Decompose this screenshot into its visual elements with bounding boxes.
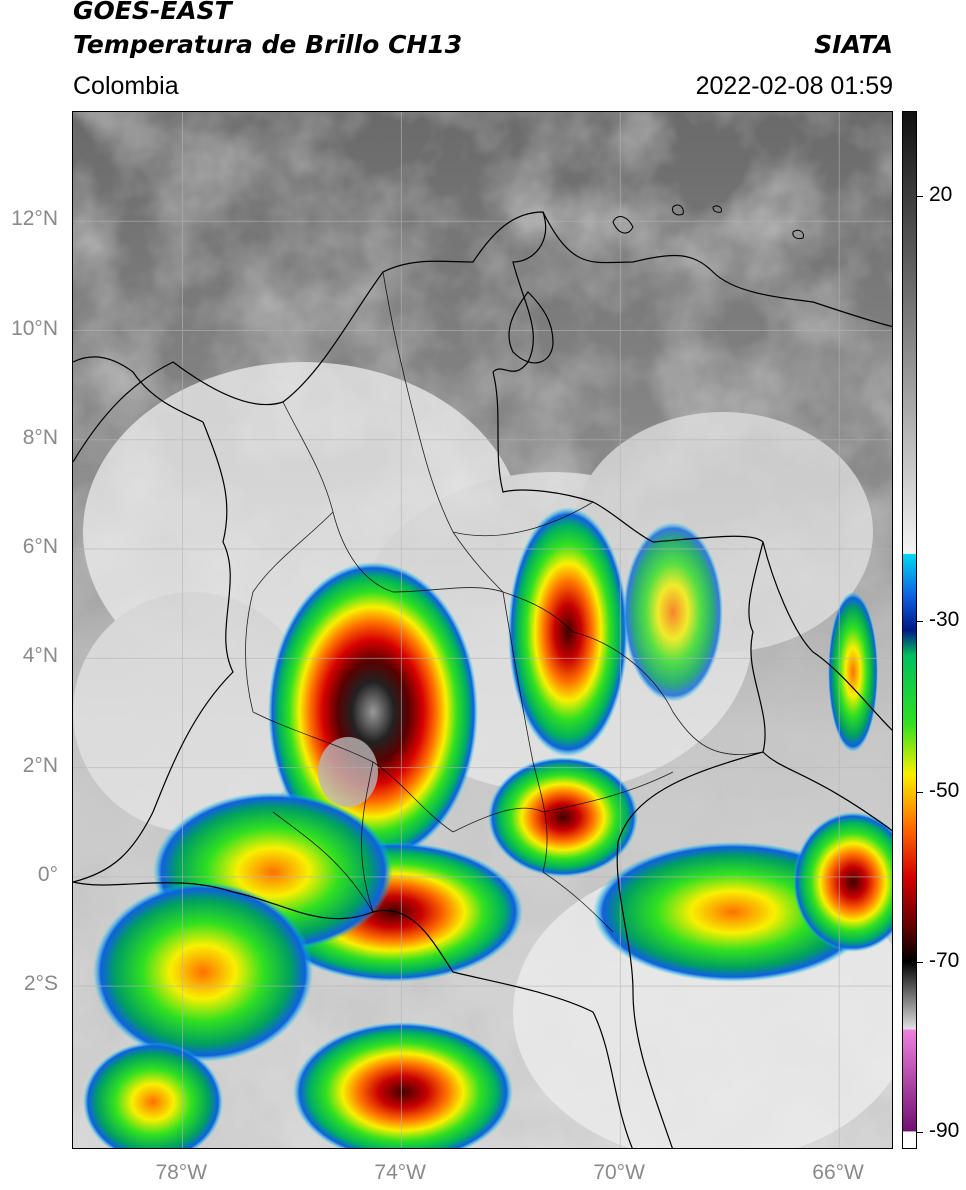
lat-tick-label: 2°S — [23, 972, 58, 996]
colorbar-tick-label: 20 — [929, 183, 953, 207]
peru-brazil-border — [616, 751, 764, 1148]
lon-tick-label: 74°W — [374, 1161, 426, 1184]
colorbar-tick-label: -90 — [929, 1118, 960, 1142]
map-canvas — [73, 112, 892, 1148]
colorbar-tick — [917, 621, 923, 623]
lat-tick-label: 4°N — [22, 644, 58, 668]
colorbar-tick — [917, 1131, 923, 1133]
colombia-border — [492, 371, 892, 832]
venezuela-coast — [542, 211, 892, 328]
colorbar-tick — [917, 196, 923, 198]
lat-tick-label: 12°N — [11, 207, 58, 231]
islands — [612, 204, 804, 240]
product-title: Temperatura de Brillo CH13 — [73, 30, 463, 59]
timestamp-label: 2022-02-08 01:59 — [695, 72, 893, 100]
colorbar — [902, 111, 917, 1149]
caribbean-coast — [73, 211, 547, 463]
lat-tick-label: 6°N — [22, 535, 58, 559]
colorbar-tick — [917, 961, 923, 963]
colorbar-tick — [917, 791, 923, 793]
lat-tick-label: 8°N — [22, 425, 58, 449]
lat-tick-label: 0° — [37, 862, 58, 886]
satellite-map[interactable] — [72, 111, 893, 1149]
maracaibo-lake — [508, 291, 554, 364]
satellite-title: GOES-EAST — [73, 0, 232, 25]
venezuela-brazil-border — [762, 541, 892, 731]
lat-tick-label: 10°N — [11, 316, 58, 340]
organization-label: SIATA — [814, 30, 893, 59]
lon-tick-label: 70°W — [593, 1161, 645, 1184]
gridlines — [73, 112, 892, 1148]
colorbar-tick-label: -30 — [929, 608, 960, 632]
panama-isthmus — [73, 356, 204, 423]
borders — [73, 211, 892, 1148]
lon-tick-label: 66°W — [812, 1161, 864, 1184]
colorbar-tick-label: -70 — [929, 948, 960, 972]
lon-tick-label: 78°W — [155, 1161, 208, 1184]
lat-tick-label: 2°N — [22, 753, 58, 777]
ecuador-peru-border — [73, 881, 633, 1148]
region-label: Colombia — [73, 72, 179, 100]
pacific-coast — [73, 421, 234, 883]
colorbar-tick-label: -50 — [929, 778, 960, 802]
department-lines — [245, 271, 764, 933]
